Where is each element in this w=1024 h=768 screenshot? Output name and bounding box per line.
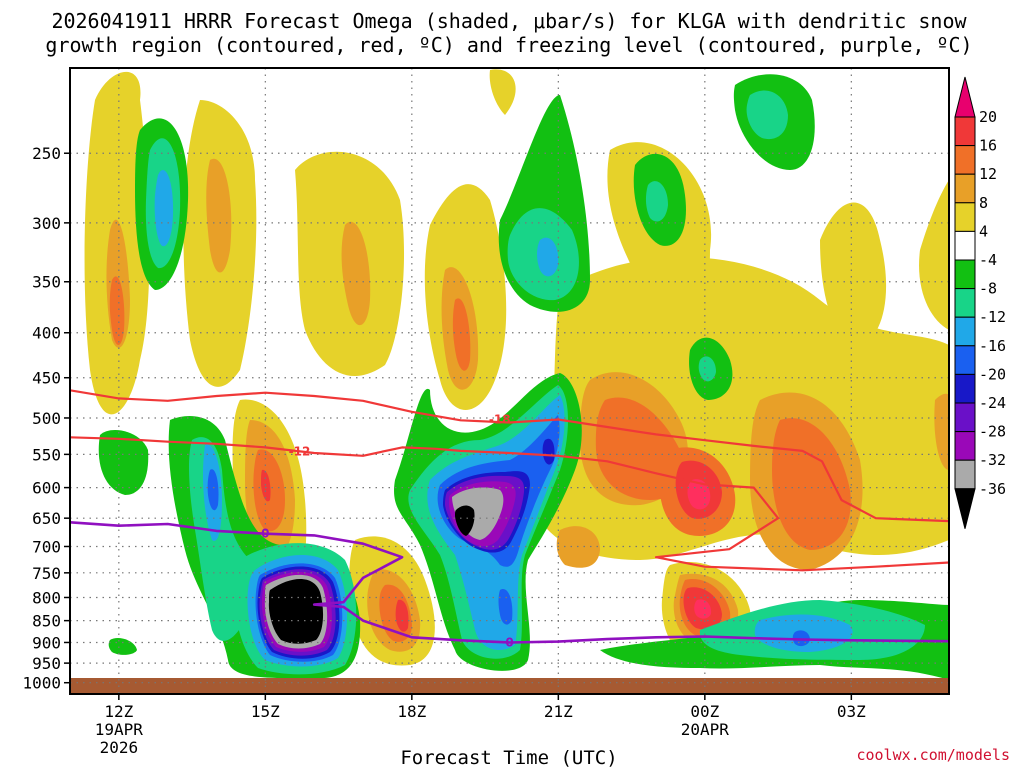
omega-shade-green-6 <box>98 430 149 495</box>
omega-shade-gold-11 <box>934 393 949 470</box>
x-tick-date: 20APR <box>681 720 730 739</box>
colorbar-swatch <box>954 459 976 490</box>
y-tick-label: 850 <box>32 612 61 631</box>
y-tick-label: 600 <box>32 479 61 498</box>
colorbar-swatch <box>954 288 976 318</box>
omega-shade-blue-1 <box>207 469 219 511</box>
omega-shade-magenta-2 <box>694 599 712 619</box>
colorbar-swatch <box>954 202 976 232</box>
colorbar-top-arrow <box>954 76 976 118</box>
x-tick-label: 00Z <box>690 702 719 721</box>
contour-dgz-bottom <box>70 436 949 572</box>
omega-shade-orange-2 <box>452 298 471 371</box>
omega-shade-red-1 <box>261 469 271 502</box>
colorbar-label: -20 <box>979 365 1006 383</box>
colorbar-label: -16 <box>979 337 1006 355</box>
y-tick-label: 800 <box>32 588 61 607</box>
omega-shade-gold-3 <box>341 221 371 326</box>
y-tick-label: 300 <box>32 214 61 233</box>
plot-frame <box>69 67 950 695</box>
x-tick-label: 15Z <box>251 702 280 721</box>
y-tick-label: 950 <box>32 654 61 673</box>
omega-shade-black-1 <box>455 505 475 536</box>
contour-lines <box>70 389 949 644</box>
contour-labels: -18 -12 0 0 <box>261 412 514 649</box>
colorbar-swatch <box>954 402 976 433</box>
omega-shade-teal-5 <box>698 356 716 382</box>
y-tick-label: 400 <box>32 324 61 343</box>
gridlines <box>70 68 949 694</box>
x-tick-label: 03Z <box>837 702 866 721</box>
colorbar-swatch <box>954 230 976 261</box>
watermark: coolwx.com/models <box>856 746 1010 764</box>
y-tick-label: 350 <box>32 273 61 292</box>
x-axis-title: Forecast Time (UTC) <box>400 747 617 768</box>
colorbar-swatch <box>954 259 976 290</box>
colorbar-label: -8 <box>979 280 997 298</box>
colorbar-label: -28 <box>979 423 1006 441</box>
y-tick-label: 900 <box>32 633 61 652</box>
x-tick-year: 2026 <box>100 738 139 757</box>
contour-label: 0 <box>505 635 513 649</box>
y-tick-label: 700 <box>32 537 61 556</box>
omega-shade-teal-4 <box>746 90 788 140</box>
colorbar-label: -32 <box>979 451 1006 469</box>
colorbar-swatch <box>954 316 976 347</box>
omega-shade-magenta-1 <box>687 479 711 510</box>
colorbar-swatch <box>954 116 976 147</box>
omega-shade-orange-4 <box>772 418 851 550</box>
colorbar-label: 8 <box>979 194 988 212</box>
colorbar-label: -12 <box>979 308 1006 326</box>
omega-shade-blue-3 <box>498 589 513 625</box>
x-tick-label: 18Z <box>397 702 426 721</box>
colorbar: 20 16 12 8 4 -4 -8 -12 -16 -20 -24 -28 -32 -36 <box>954 76 1006 529</box>
colorbar-label: 4 <box>979 222 988 240</box>
colorbar-label: 12 <box>979 165 997 183</box>
omega-shade-gold-2 <box>206 158 232 273</box>
chart-title-line2: growth region (contoured, red, ºC) and f… <box>45 33 972 57</box>
colorbar-swatch <box>954 431 976 461</box>
colorbar-label: -24 <box>979 394 1006 412</box>
omega-shade-darkblue-2 <box>542 438 555 465</box>
colorbar-label: 16 <box>979 137 997 155</box>
omega-shade-red-2 <box>395 599 409 632</box>
colorbar-label: -4 <box>979 251 997 269</box>
y-tick-label: 550 <box>32 445 61 464</box>
y-tick-label: 650 <box>32 509 61 528</box>
colorbar-label: -36 <box>979 480 1006 498</box>
omega-shade-teal-3 <box>645 181 668 222</box>
colorbar-bottom-arrow <box>954 488 976 529</box>
y-tick-label: 450 <box>32 369 61 388</box>
omega-shade-yellow-5 <box>489 69 516 115</box>
x-tick-label: 12Z <box>104 702 133 721</box>
colorbar-swatch <box>954 373 976 404</box>
contour-freezing-level <box>70 521 949 644</box>
chart-title-line1: 2026041911 HRRR Forecast Omega (shaded, … <box>51 9 967 33</box>
contour-label: -18 <box>489 412 511 426</box>
colorbar-label: 20 <box>979 108 997 126</box>
y-tick-label: 250 <box>32 144 61 163</box>
y-tick-label: 500 <box>32 409 61 428</box>
colorbar-swatch <box>954 173 976 204</box>
colorbar-swatch <box>954 345 976 375</box>
y-tick-label: 1000 <box>22 674 61 693</box>
omega-shade-orange-1 <box>109 276 125 345</box>
x-tick-label: 21Z <box>544 702 573 721</box>
y-tick-label: 750 <box>32 564 61 583</box>
omega-shade-lightblue-1 <box>154 169 174 247</box>
omega-shade-yellow-9 <box>919 180 949 330</box>
colorbar-swatch <box>954 145 976 175</box>
omega-shade-yellow-8 <box>820 202 887 345</box>
x-tick-date: 19APR <box>95 720 144 739</box>
y-axis: 250 300 350 400 450 500 550 600 650 700 750 800 850 9… <box>22 144 70 693</box>
omega-shade-black-2 <box>268 578 324 644</box>
contour-label: -12 <box>289 445 311 459</box>
omega-shade-lightblue-2 <box>537 237 559 277</box>
contour-label: 0 <box>261 527 269 541</box>
terrain-top <box>70 678 949 684</box>
contour-dgz-top <box>70 389 949 523</box>
